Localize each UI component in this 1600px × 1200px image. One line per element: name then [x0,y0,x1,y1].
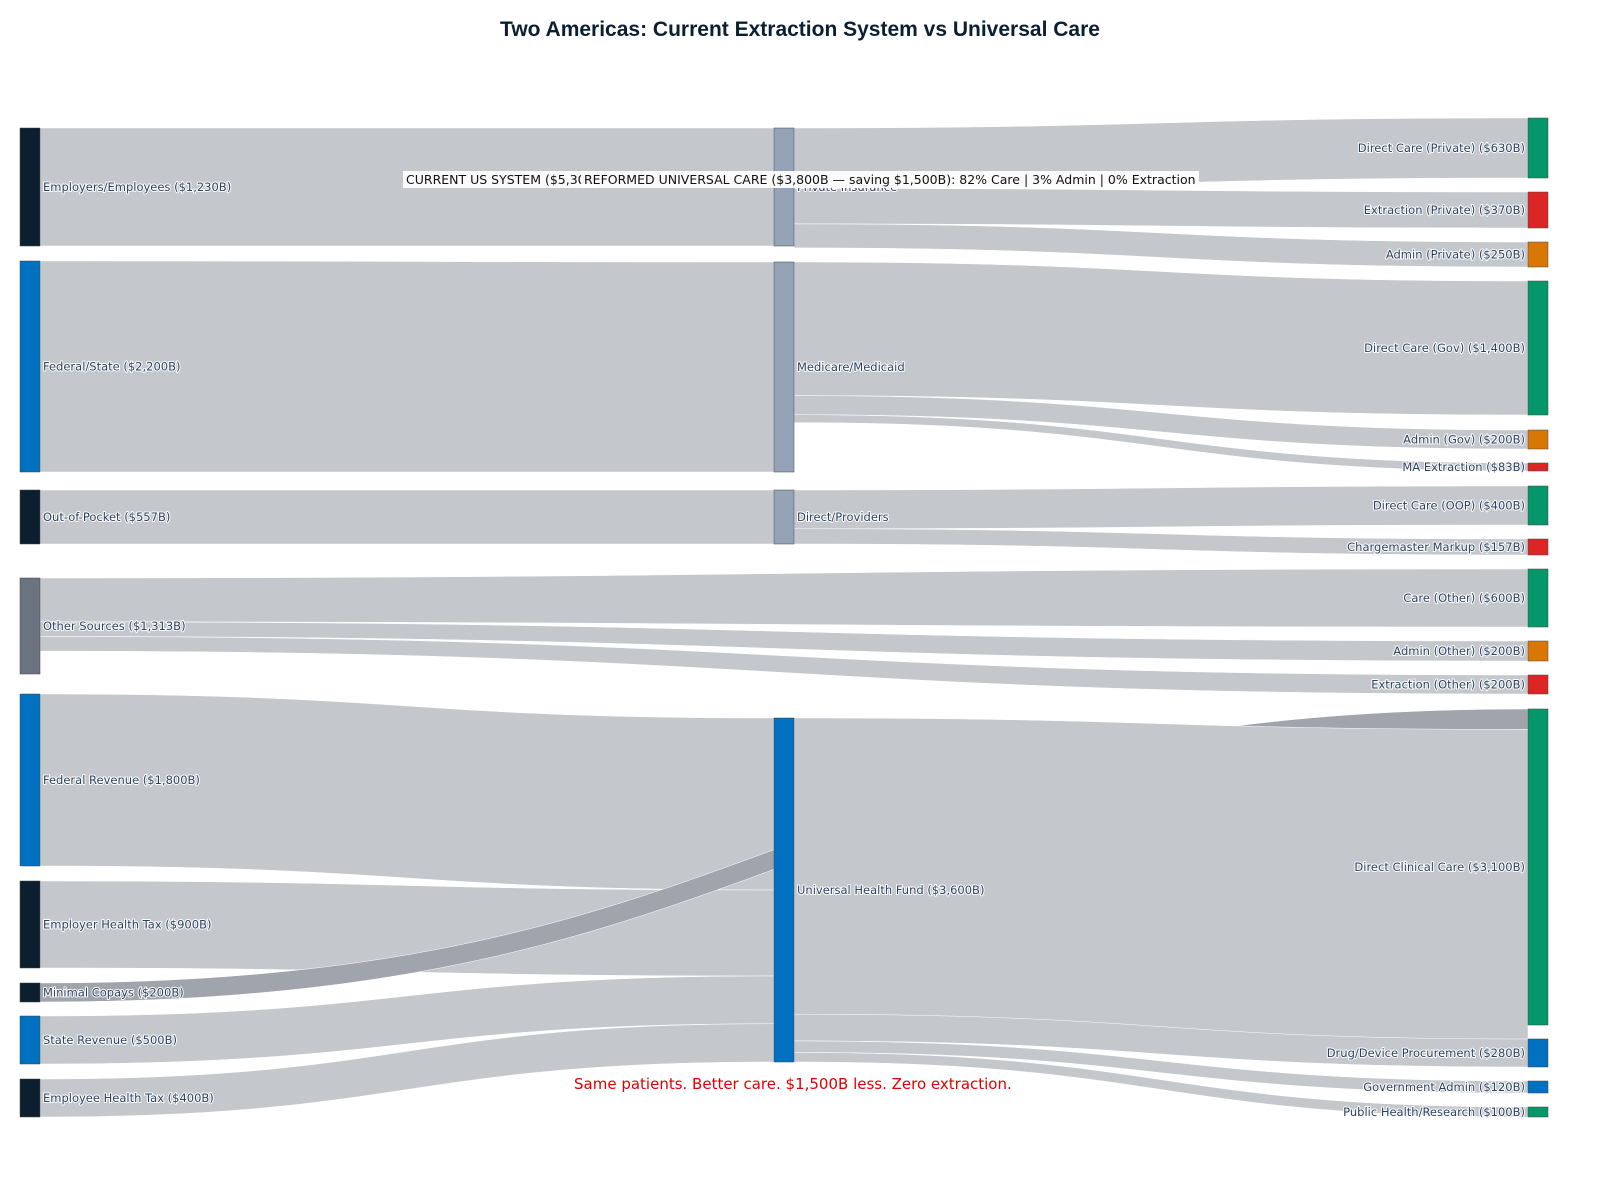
node-chargemaster-markup[interactable] [1527,538,1549,556]
node-direct-care[interactable] [1527,280,1549,416]
node-direct-care[interactable] [1527,117,1549,179]
chart-title: Two Americas: Current Extraction System … [500,18,1100,41]
node-label: Direct Care (Gov) ($1,400B) [1364,341,1525,355]
node-employee-health-tax[interactable] [19,1078,41,1118]
node-label: Admin (Other) ($200B) [1393,644,1525,658]
node-public-health-research[interactable] [1527,1106,1549,1118]
node-federal-revenue[interactable] [19,693,41,867]
node-ma-extraction[interactable] [1527,462,1549,472]
node-other-sources[interactable] [19,577,41,675]
node-label: Extraction (Other) ($200B) [1371,678,1525,692]
node-label: Admin (Private) ($250B) [1386,248,1525,262]
node-extraction[interactable] [1527,674,1549,695]
sankey-nodes [19,117,1549,1118]
node-label: Medicare/Medicaid [797,360,905,374]
node-label: Employee Health Tax ($400B) [43,1091,214,1105]
node-label: Public Health/Research ($100B) [1343,1105,1525,1119]
footer-annotation: Same patients. Better care. $1,500B less… [574,1075,1012,1093]
node-employers-employees[interactable] [19,127,41,247]
node-medicare-medicaid[interactable] [773,261,795,473]
node-label: Extraction (Private) ($370B) [1364,203,1525,217]
node-direct-clinical-care[interactable] [1527,708,1549,1026]
node-label: Direct Care (Private) ($630B) [1358,141,1525,155]
node-label: Other Sources ($1,313B) [43,619,186,633]
node-label: Universal Health Fund ($3,600B) [797,883,984,897]
node-admin[interactable] [1527,640,1549,662]
node-care[interactable] [1527,568,1549,628]
node-label: Employer Health Tax ($900B) [43,918,211,932]
link-frev-to-uhf[interactable] [39,693,775,891]
node-admin[interactable] [1527,429,1549,450]
node-label: Drug/Device Procurement ($280B) [1327,1046,1525,1060]
node-label: State Revenue ($500B) [43,1033,177,1047]
node-label: Care (Other) ($600B) [1403,591,1525,605]
node-employer-health-tax[interactable] [19,880,41,969]
node-universal-health-fund[interactable] [773,717,795,1063]
node-label: Employers/Employees ($1,230B) [43,180,231,194]
node-label: Admin (Gov) ($200B) [1403,433,1525,447]
node-label: Federal/State ($2,200B) [43,360,180,374]
node-label: Chargemaster Markup ($157B) [1347,540,1525,554]
node-drug-device-procurement[interactable] [1527,1038,1549,1068]
node-direct-care[interactable] [1527,485,1549,526]
node-direct-providers[interactable] [773,489,795,545]
sankey-labels: Employers/Employees ($1,230B) Federal/Sta… [42,140,1526,1120]
node-label: Out-of-Pocket ($557B) [43,510,170,524]
link-oth-to-cot[interactable] [39,568,1529,628]
node-state-revenue[interactable] [19,1015,41,1065]
node-label: Direct Care (OOP) ($400B) [1373,499,1525,513]
node-label: Direct Clinical Care ($3,100B) [1354,860,1525,874]
node-out-of-pocket[interactable] [19,489,41,545]
sankey-links [39,117,1529,1118]
node-label: Government Admin ($120B) [1363,1080,1525,1094]
node-label: Minimal Copays ($200B) [43,986,184,1000]
node-label: Direct/Providers [797,510,889,524]
node-label: Federal Revenue ($1,800B) [43,773,200,787]
node-government-admin[interactable] [1527,1080,1549,1094]
link-uhf-to-dcc[interactable] [793,717,1529,1046]
reformed-system-annotation: REFORMED UNIVERSAL CARE ($3,800B — savin… [581,171,1199,188]
current-system-annotation: CURRENT US SYSTEM ($5,300 [403,171,597,188]
node-admin[interactable] [1527,241,1549,268]
node-extraction[interactable] [1527,191,1549,229]
node-minimal-copays[interactable] [19,982,41,1003]
node-label: MA Extraction ($83B) [1402,460,1525,474]
node-federal-state[interactable] [19,260,41,473]
link-mm-to-dcg[interactable] [793,261,1529,416]
